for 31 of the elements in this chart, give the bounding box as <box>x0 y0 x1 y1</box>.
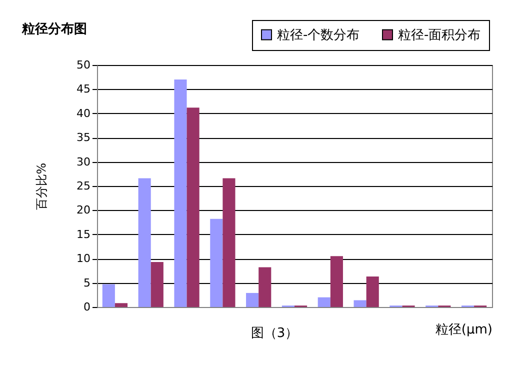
y-tick-label: 0 <box>84 300 90 314</box>
y-tick-label: 5 <box>84 276 90 290</box>
bar <box>210 218 223 307</box>
bar <box>138 178 151 307</box>
x-axis-title: 粒径(μm) <box>435 322 492 338</box>
y-tick-label: 10 <box>76 252 90 266</box>
y-tick-label: 40 <box>76 106 90 120</box>
bar <box>354 300 366 307</box>
y-tick-label: 50 <box>76 58 90 72</box>
bar <box>114 303 128 307</box>
legend-label: 粒径-面积分布 <box>398 28 481 43</box>
y-tick-label: 30 <box>76 155 90 168</box>
bar <box>102 284 115 307</box>
bar <box>318 297 330 307</box>
text: 图（3） <box>250 326 298 341</box>
bar <box>174 80 187 307</box>
y-tick-label: 20 <box>76 204 90 217</box>
y-tick-label: 45 <box>76 82 90 96</box>
bar <box>222 178 236 307</box>
y-tick-label: 15 <box>76 228 90 241</box>
bar <box>330 256 343 307</box>
bar <box>258 267 272 307</box>
y-tick-label: 25 <box>76 180 90 192</box>
y-axis-title: 百分比% <box>34 162 49 210</box>
bar <box>366 276 379 307</box>
chart-title: 粒径分布图 <box>21 22 87 37</box>
bar <box>150 262 164 307</box>
y-tick-label: 35 <box>76 131 90 144</box>
legend-label: 粒径-个数分布 <box>277 28 360 43</box>
bar <box>186 108 200 307</box>
bar <box>246 292 259 307</box>
